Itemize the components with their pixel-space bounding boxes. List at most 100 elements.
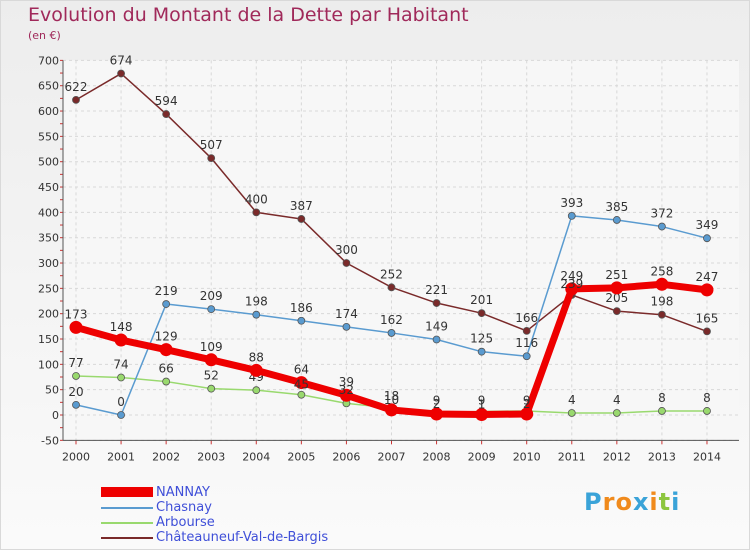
data-label-ch-teauneuf-val-de-bargis: 205 bbox=[605, 291, 628, 305]
data-label-overlap: 10 bbox=[384, 393, 399, 407]
point-nannay bbox=[430, 407, 444, 421]
point-nannay bbox=[655, 277, 669, 291]
point-chasnay bbox=[342, 322, 351, 331]
point-chasnay bbox=[252, 310, 261, 319]
logo-letter: r bbox=[602, 488, 616, 516]
point-chasnay bbox=[117, 411, 125, 419]
legend-swatch-chasnay bbox=[101, 507, 153, 509]
point-ch-teauneuf-val-de-bargis bbox=[477, 309, 486, 318]
data-label-overlap: 9 bbox=[523, 393, 531, 407]
logo-letter: P bbox=[584, 488, 603, 516]
point-ch-teauneuf-val-de-bargis bbox=[703, 327, 711, 336]
data-label-nannay: 109 bbox=[200, 340, 223, 354]
point-ch-teauneuf-val-de-bargis bbox=[522, 327, 531, 335]
data-label-chasnay: 125 bbox=[470, 332, 493, 346]
data-label-nannay: 247 bbox=[696, 270, 719, 284]
point-chasnay bbox=[432, 335, 441, 344]
y-tick-label: 350 bbox=[38, 232, 59, 245]
data-label-ch-teauneuf-val-de-bargis: 166 bbox=[515, 311, 538, 325]
data-label-chasnay: 393 bbox=[560, 196, 583, 210]
data-label-ch-teauneuf-val-de-bargis: 387 bbox=[290, 199, 313, 213]
legend-label-chateauneuf: Châteauneuf-Val-de-Bargis bbox=[156, 530, 329, 545]
point-nannay bbox=[114, 333, 128, 347]
point-ch-teauneuf-val-de-bargis bbox=[432, 299, 441, 307]
data-label-overlap: 2 bbox=[523, 397, 531, 411]
data-label-ch-teauneuf-val-de-bargis: 622 bbox=[65, 80, 88, 94]
data-label-ch-teauneuf-val-de-bargis: 507 bbox=[200, 138, 223, 152]
logo-letter: o bbox=[615, 488, 633, 516]
point-nannay bbox=[69, 320, 83, 334]
point-chasnay bbox=[703, 234, 711, 243]
point-nannay bbox=[159, 343, 173, 357]
point-nannay bbox=[700, 283, 714, 297]
point-arbourse bbox=[658, 407, 666, 415]
point-chasnay bbox=[72, 400, 80, 409]
point-arbourse bbox=[252, 386, 261, 395]
data-label-chasnay: 209 bbox=[200, 289, 223, 303]
point-nannay bbox=[384, 403, 398, 417]
data-label-ch-teauneuf-val-de-bargis: 165 bbox=[696, 311, 719, 325]
data-label-chasnay: 162 bbox=[380, 313, 403, 327]
point-arbourse bbox=[117, 373, 125, 382]
point-nannay bbox=[249, 363, 263, 377]
chart-title: Evolution du Montant de la Dette par Hab… bbox=[28, 4, 469, 26]
data-label-ch-teauneuf-val-de-bargis: 594 bbox=[155, 94, 178, 108]
data-label-nannay: 258 bbox=[650, 264, 673, 278]
point-arbourse bbox=[207, 384, 216, 393]
point-nannay bbox=[565, 282, 579, 296]
y-tick-label: 50 bbox=[45, 384, 59, 397]
y-tick-label: 600 bbox=[38, 105, 59, 118]
data-label-arbourse: 8 bbox=[703, 391, 711, 405]
x-tick-label: 2002 bbox=[152, 450, 180, 463]
x-tick-label: 2012 bbox=[603, 450, 631, 463]
data-label-chasnay: 385 bbox=[605, 200, 628, 214]
point-chasnay bbox=[612, 216, 621, 224]
data-label-nannay: 251 bbox=[605, 268, 628, 282]
data-label-overlap: 239 bbox=[560, 277, 583, 291]
y-tick-label: -50 bbox=[41, 434, 59, 447]
point-chasnay bbox=[658, 222, 666, 231]
x-tick-label: 2006 bbox=[332, 450, 360, 463]
data-label-ch-teauneuf-val-de-bargis: 400 bbox=[245, 192, 268, 206]
logo-letter: t bbox=[658, 488, 672, 516]
point-chasnay bbox=[477, 347, 486, 356]
y-tick-label: 200 bbox=[38, 308, 59, 321]
point-ch-teauneuf-val-de-bargis bbox=[72, 95, 80, 104]
point-ch-teauneuf-val-de-bargis bbox=[342, 259, 351, 267]
data-label-chasnay: 174 bbox=[335, 307, 358, 321]
data-label-ch-teauneuf-val-de-bargis: 300 bbox=[335, 243, 358, 257]
x-tick-label: 2008 bbox=[423, 450, 451, 463]
data-label-arbourse: 52 bbox=[204, 369, 219, 383]
data-label-nannay: 249 bbox=[560, 269, 583, 283]
legend-label-nannay: NANNAY bbox=[156, 485, 210, 500]
data-label-ch-teauneuf-val-de-bargis: 252 bbox=[380, 267, 403, 281]
point-ch-teauneuf-val-de-bargis bbox=[387, 283, 396, 292]
y-tick-label: 700 bbox=[38, 54, 59, 67]
point-ch-teauneuf-val-de-bargis bbox=[207, 154, 216, 163]
data-label-chasnay: 219 bbox=[155, 284, 178, 298]
point-nannay bbox=[204, 353, 218, 367]
point-arbourse bbox=[72, 372, 80, 380]
x-tick-label: 2004 bbox=[242, 450, 270, 463]
point-ch-teauneuf-val-de-bargis bbox=[252, 208, 261, 217]
point-chasnay bbox=[387, 329, 396, 337]
data-label-chasnay: 149 bbox=[425, 320, 448, 334]
data-label-chasnay: 349 bbox=[696, 218, 719, 232]
data-label-chasnay: 0 bbox=[117, 395, 125, 409]
proxiti-logo: Proxiti bbox=[584, 488, 680, 516]
point-arbourse bbox=[612, 409, 621, 417]
point-ch-teauneuf-val-de-bargis bbox=[612, 307, 621, 316]
point-chasnay bbox=[567, 212, 576, 220]
x-tick-label: 2009 bbox=[468, 450, 496, 463]
data-label-arbourse: 77 bbox=[68, 356, 83, 370]
x-tick-label: 2000 bbox=[62, 450, 90, 463]
x-tick-label: 2014 bbox=[693, 450, 721, 463]
data-label-ch-teauneuf-val-de-bargis: 221 bbox=[425, 283, 448, 297]
point-arbourse bbox=[567, 409, 576, 417]
logo-letter: i bbox=[649, 488, 659, 516]
data-label-chasnay: 116 bbox=[515, 336, 538, 350]
data-label-nannay: 64 bbox=[294, 363, 309, 377]
data-label-overlap: 9 bbox=[478, 393, 486, 407]
y-tick-label: 450 bbox=[38, 181, 59, 194]
